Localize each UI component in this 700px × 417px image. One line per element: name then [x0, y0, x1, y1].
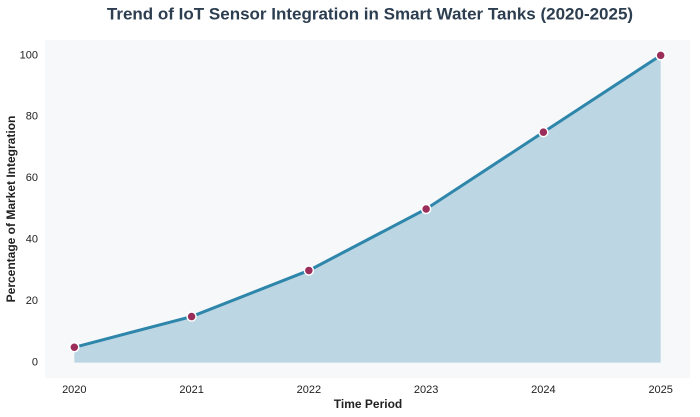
- y-tick-label: 40: [26, 234, 38, 246]
- x-tick-label: 2021: [179, 384, 203, 396]
- x-tick-label: 2022: [297, 384, 321, 396]
- y-tick-label: 80: [26, 111, 38, 123]
- marker: [420, 203, 432, 215]
- x-tick-label: 2024: [531, 384, 555, 396]
- marker: [303, 265, 315, 276]
- y-axis-label: Percentage of Market Integration: [4, 116, 18, 303]
- y-tick-label: 100: [20, 49, 38, 61]
- x-axis-label: Time Period: [334, 397, 402, 411]
- x-tick-label: 2020: [62, 384, 86, 396]
- x-tick-label: 2025: [648, 384, 672, 396]
- chart-title: Trend of IoT Sensor Integration in Smart…: [107, 4, 633, 23]
- marker: [69, 342, 80, 353]
- marker: [538, 126, 549, 138]
- marker: [186, 311, 197, 322]
- x-tick-label: 2023: [414, 384, 438, 396]
- y-tick-label: 20: [26, 295, 38, 307]
- y-tick-label: 60: [26, 172, 38, 184]
- line: [73, 54, 662, 349]
- area: [74, 55, 661, 363]
- marker: [655, 50, 666, 61]
- y-tick-label: 0: [32, 357, 38, 369]
